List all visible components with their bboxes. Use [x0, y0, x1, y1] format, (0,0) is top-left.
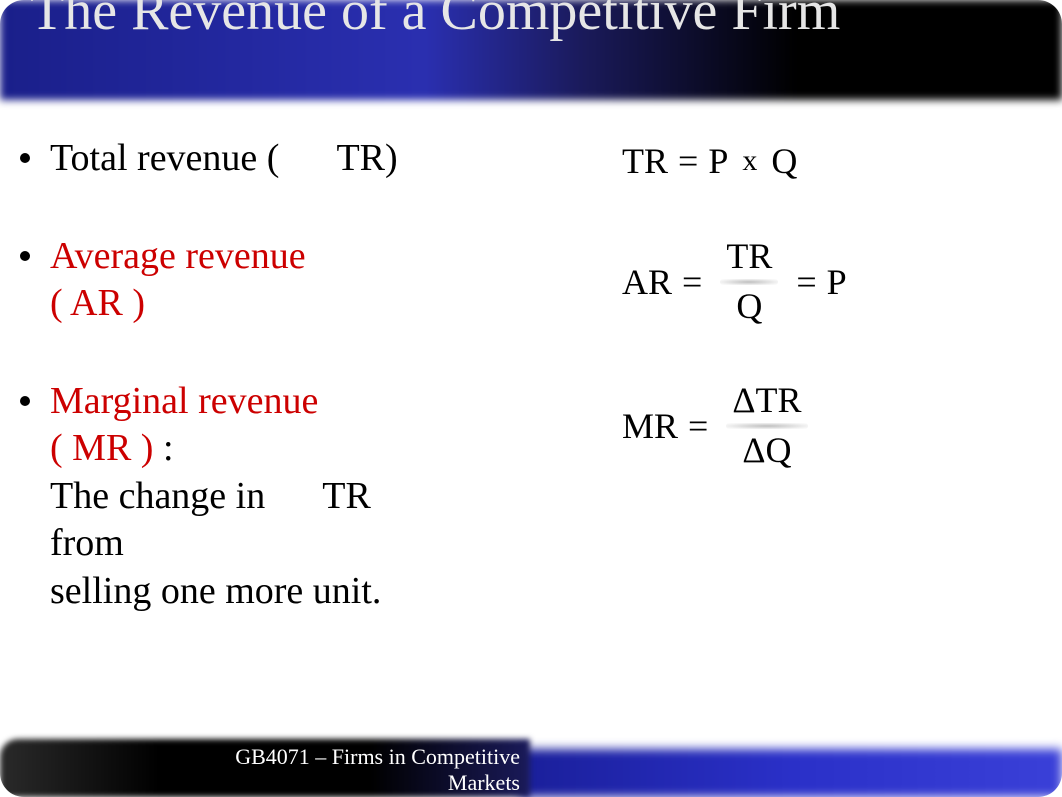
var-mr: MR: [622, 405, 678, 447]
equals: =: [678, 140, 698, 182]
var-ar: AR: [622, 261, 672, 303]
formula-mr: MR= ΔTR ΔQ: [622, 381, 1002, 470]
footer-text: GB4071 – Firms in Competitive Markets: [200, 744, 520, 795]
bullet-text: Total revenue ( TR): [50, 135, 398, 183]
text: TR: [322, 475, 371, 517]
fraction-bar: [726, 423, 807, 429]
bullet-text: Marginal revenue ( MR ) : The change in …: [50, 378, 381, 616]
text: selling one more unit.: [50, 570, 381, 612]
footer: GB4071 – Firms in Competitive Markets: [0, 739, 1062, 797]
text-red: Marginal revenue: [50, 380, 318, 422]
text: :: [163, 427, 174, 469]
bullet-dot-icon: [20, 153, 30, 163]
fraction-numerator: ΔTR: [726, 381, 807, 421]
text-red: ( AR ): [50, 282, 145, 324]
bullet-item-tr: Total revenue ( TR): [20, 135, 620, 183]
fraction-denominator: Q: [730, 287, 768, 327]
fraction-denominator: ΔQ: [736, 431, 797, 471]
text-red: ( MR ): [50, 427, 153, 469]
fraction: ΔTR ΔQ: [726, 381, 807, 470]
bullet-text: Average revenue ( AR ): [50, 233, 306, 328]
bullet-item-ar: Average revenue ( AR ): [20, 233, 620, 328]
fraction-bar: [720, 279, 778, 285]
bullet-dot-icon: [20, 396, 30, 406]
text: The change in: [50, 475, 265, 517]
fraction-numerator: TR: [720, 237, 778, 277]
var-q: Q: [771, 140, 797, 182]
text: TR): [336, 137, 397, 179]
text: Total revenue (: [50, 137, 279, 179]
var-tr: TR: [622, 140, 668, 182]
formulas-region: TR= P x Q AR= TR Q = P MR= ΔTR ΔQ: [622, 140, 1002, 525]
bullet-list: Total revenue ( TR) Average revenue ( AR…: [20, 135, 620, 615]
var-p: P: [827, 261, 847, 303]
times: x: [738, 144, 761, 178]
header: The Revenue of a Competitive Firm: [0, 0, 1062, 110]
bullet-item-mr: Marginal revenue ( MR ) : The change in …: [20, 378, 620, 616]
bullet-dot-icon: [20, 251, 30, 261]
formula-tr: TR= P x Q: [622, 140, 1002, 182]
footer-gradient-right: [520, 749, 1062, 797]
text-red: Average revenue: [50, 235, 306, 277]
slide-title: The Revenue of a Competitive Firm: [30, 0, 840, 41]
equals: =: [682, 261, 702, 303]
equals: =: [688, 405, 708, 447]
text: from: [50, 522, 124, 564]
var-p: P: [708, 140, 728, 182]
formula-ar: AR= TR Q = P: [622, 237, 1002, 326]
equals: =: [796, 261, 816, 303]
slide: The Revenue of a Competitive Firm Total …: [0, 0, 1062, 797]
fraction: TR Q: [720, 237, 778, 326]
